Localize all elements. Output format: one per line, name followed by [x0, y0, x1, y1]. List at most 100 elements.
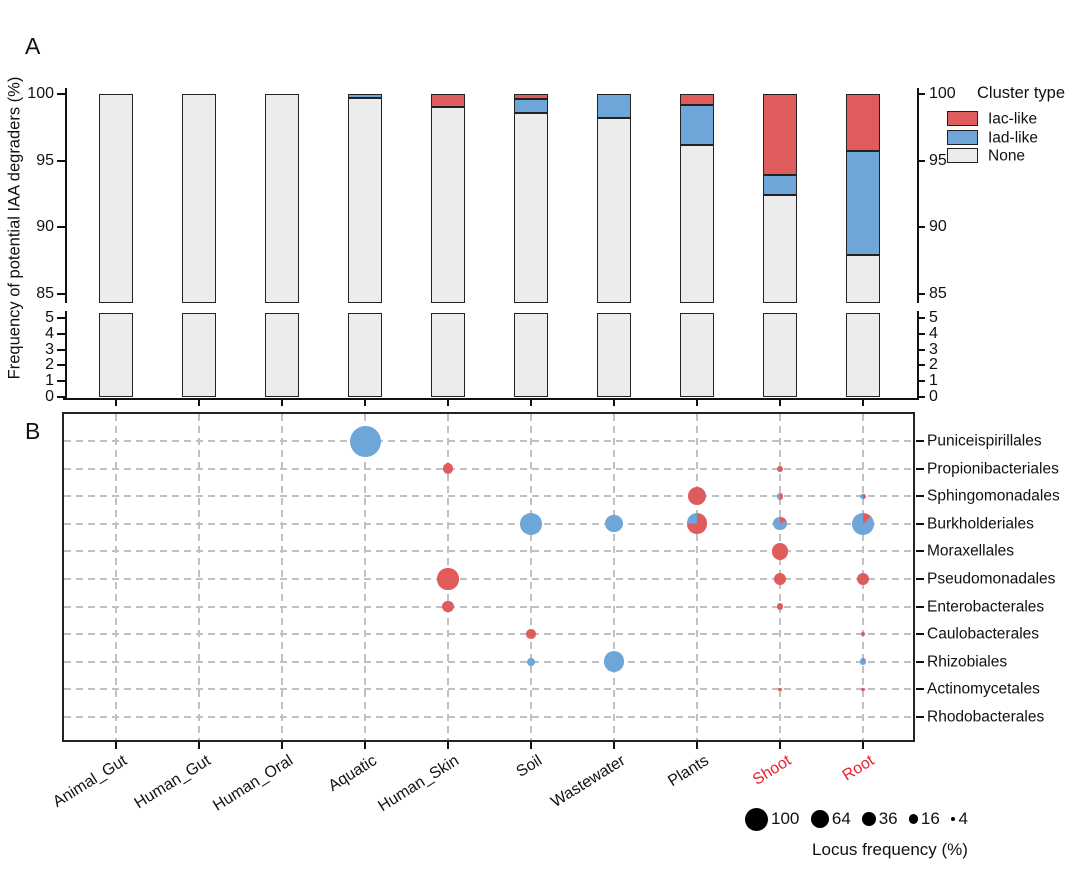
panel-b-h-gridline: [64, 550, 913, 553]
panel-a-y-tick-label: 100: [27, 85, 54, 102]
bar-segment-iad: [763, 175, 797, 196]
panel-b-y-tick: [916, 522, 924, 525]
panel-a-y-tick: [917, 396, 925, 398]
panel-a-x-tick: [447, 400, 449, 406]
panel-b-row-label: Pseudomonadales: [927, 570, 1056, 588]
bubble-wastewater-rhizobiales: [603, 651, 625, 673]
panel-a-y-tick: [917, 364, 925, 367]
legend-label-iac: Iac-like: [988, 110, 1038, 128]
panel-b-v-gridline: [530, 414, 532, 740]
bubble-soil-caulobacterales: [526, 629, 536, 640]
legend-swatch-iad: [947, 129, 978, 145]
panel-b-x-label: Aquatic: [325, 752, 380, 795]
legend-swatch-iac: [947, 111, 978, 126]
panel-b-v-gridline: [364, 414, 366, 740]
panel-a-y-tick: [57, 159, 65, 162]
panel-a-label: A: [25, 33, 41, 59]
panel-b-x-tick: [862, 742, 864, 749]
panel-a-y-tick: [57, 332, 65, 335]
panel-a-y-tick: [57, 93, 65, 95]
bar-segment-none: [680, 144, 714, 303]
size-legend-value: 36: [878, 809, 898, 828]
panel-a-y-axis-line: [65, 311, 67, 399]
panel-b-x-label: Human_Oral: [210, 752, 297, 815]
size-legend-value: 100: [771, 809, 800, 828]
panel-a-y-tick: [57, 292, 65, 295]
panel-a-y-tick: [917, 317, 925, 319]
panel-b-x-tick: [198, 742, 200, 749]
bubble-human_skin-pseudomonadales: [437, 568, 459, 590]
panel-a-y-tick-label: 0: [45, 388, 54, 405]
panel-b-x-tick: [281, 742, 283, 749]
panel-b-row-label: Caulobacterales: [927, 625, 1040, 643]
panel-a-y-tick: [57, 396, 65, 398]
panel-a-y-axis-line: [65, 88, 67, 303]
panel-a-x-tick: [779, 400, 781, 406]
panel-b-x-label: Root: [839, 752, 878, 785]
bar-segment-iac: [514, 94, 548, 100]
bubble-soil-burkholderiales: [520, 512, 542, 535]
bubble-root-caulobacterales: [860, 632, 866, 637]
bar-segment-none: [597, 117, 631, 303]
bar-segment-none: [763, 195, 797, 303]
panel-b-row-label: Actinomycetales: [927, 680, 1040, 698]
bar-segment-none-lower: [597, 313, 631, 397]
bubble-shoot-pseudomonadales: [773, 572, 786, 585]
bar-segment-none: [265, 94, 299, 303]
legend-label-iad: Iad-like: [988, 128, 1038, 146]
panel-a-y-tick-label: 2: [45, 356, 54, 374]
size-legend-circle: [950, 816, 956, 822]
panel-b-h-gridline: [64, 605, 913, 608]
size-legend-item: 100: [745, 804, 799, 834]
size-legend-circle: [810, 809, 829, 829]
panel-a-x-tick: [115, 400, 117, 406]
panel-a-y-tick-label-right: 3: [929, 340, 938, 358]
bar-segment-none: [182, 94, 216, 303]
size-legend-circle: [861, 812, 876, 826]
bubble-wastewater-burkholderiales: [605, 515, 623, 533]
bubble-human_skin-enterobacterales: [442, 601, 454, 613]
panel-a-y-tick-label-right: 1: [929, 372, 938, 390]
bar-segment-none-lower: [182, 313, 216, 397]
bar-segment-none: [348, 97, 382, 303]
panel-a-y-tick-label-right: 85: [929, 284, 947, 302]
size-legend-circle: [745, 807, 768, 831]
bubble-root-burkholderiales: [852, 512, 874, 535]
bar-segment-none-lower: [846, 313, 880, 397]
panel-b-row-label: Moraxellales: [927, 542, 1015, 560]
panel-b-frame: [62, 412, 915, 742]
panel-b-v-gridline: [198, 414, 200, 740]
panel-b-h-gridline: [64, 633, 913, 636]
size-legend-circle: [908, 814, 918, 824]
size-legend-item: 64: [810, 804, 851, 834]
panel-b-y-tick: [916, 440, 924, 442]
bubble-root-actinomycetales: [861, 687, 865, 691]
panel-a-y-tick-label-right: 90: [929, 218, 947, 235]
bar-segment-iac: [763, 94, 797, 176]
bar-segment-none-lower: [680, 313, 714, 397]
panel-b-v-gridline: [613, 414, 615, 740]
panel-a-y-tick-label: 4: [45, 324, 54, 342]
panel-b-y-tick: [916, 633, 924, 636]
panel-b-x-tick: [364, 742, 366, 749]
bubble-root-pseudomonadales: [856, 572, 870, 586]
panel-a-x-axis-line: [63, 397, 919, 400]
panel-a-x-tick: [530, 400, 532, 406]
bubble-soil-rhizobiales: [526, 657, 536, 666]
panel-a-y-tick-label: 95: [36, 151, 54, 169]
bubble-shoot-propionibacteriales: [776, 465, 784, 472]
panel-b-y-tick: [916, 688, 924, 691]
panel-a-x-tick: [862, 400, 864, 406]
size-legend-value: 16: [920, 809, 940, 828]
panel-a-y-tick: [917, 159, 925, 162]
panel-b-x-tick: [447, 742, 449, 749]
panel-b-x-label: Human_Skin: [375, 752, 463, 816]
panel-a-y-tick-label: 1: [45, 372, 54, 390]
panel-b-h-gridline: [64, 660, 913, 663]
bar-segment-iad: [597, 94, 631, 118]
bar-segment-iad: [348, 94, 382, 98]
panel-b-h-gridline: [64, 578, 913, 580]
bubble-plants-sphingomonadales: [687, 487, 707, 506]
panel-a-y-tick-label: 5: [45, 309, 54, 326]
